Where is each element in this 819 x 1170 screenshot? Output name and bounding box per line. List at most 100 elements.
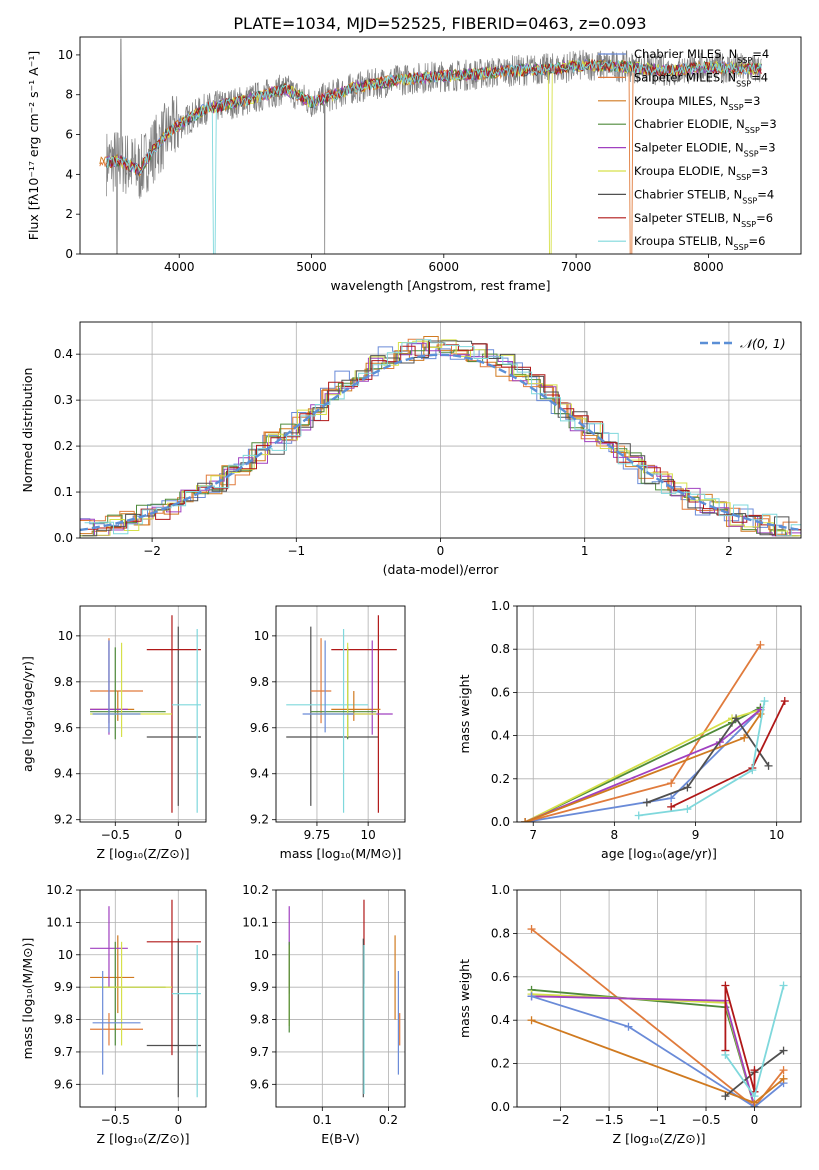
y-tick-label: 0 [65,247,73,261]
y-tick-label: 9.7 [54,1045,73,1059]
x-axis-label: wavelength [Angstrom, rest frame] [330,278,550,293]
y-tick-label: 0.6 [491,970,510,984]
y-tick-label: 9.2 [54,813,73,827]
x-axis-label: mass [log₁₀(M/M⊙)] [280,846,402,861]
weight-marker [779,981,788,990]
weight-line [724,985,756,1093]
plot-area [90,615,201,813]
x-tick-label: 8000 [693,260,724,274]
panel-spectrum: 4000 5000 6000 7000 8000 0 2 4 6 8 10 wavelength [A… [26,36,802,293]
plot-area [80,336,801,537]
x-tick-label: 1 [581,544,589,558]
y-tick-label: 0.0 [54,531,73,545]
weight-marker [750,1066,759,1075]
y-tick-label: 0.8 [491,642,510,656]
y-axis-label: Flux [fλ10⁻¹⁷ erg cm⁻² s⁻¹ A⁻¹] [26,51,41,240]
legend-label: 𝒩(0, 1) [740,336,786,351]
weight-marker [756,640,765,649]
y-axis-label: mass weight [457,674,472,753]
weight-marker [721,981,730,990]
x-tick-label: −0.5 [101,828,130,842]
error-bar-point [146,626,201,806]
y-tick-label: 0.2 [491,772,510,786]
weight-marker [780,697,789,706]
legend-label: Kroupa STELIB, NSSP=6 [634,234,765,252]
weight-marker [642,798,651,807]
plot-area [99,38,762,254]
x-tick-label: 9.75 [304,828,331,842]
y-tick-label: 9.6 [54,721,73,735]
x-tick-label: 0.1 [313,1113,332,1127]
weight-marker [732,714,741,723]
y-tick-label: 0.4 [491,1013,510,1027]
error-bar-point [92,970,141,1075]
x-tick-label: 5000 [296,260,327,274]
plot-frame [79,889,207,1108]
plot-frame [79,321,802,539]
panel-z-weight: −2 −1.5 −1 −0.5 0 0.0 0.2 0.4 0.6 0.8 1.0 Z [log₁₀(… [457,883,802,1146]
x-axis-label: (data-model)/error [383,562,500,577]
error-bar-point [90,647,166,740]
y-tick-label: 9.6 [250,721,269,735]
x-axis-label: age [log₁₀(age/yr)] [601,846,717,861]
weight-marker [683,783,692,792]
legend-label: Salpeter STELIB, NSSP=6 [634,211,773,229]
weight-marker [779,1066,788,1075]
y-tick-label: 10.1 [46,915,73,929]
weight-marker [521,818,530,822]
x-axis-label: Z [log₁₀(Z/Z⊙)] [613,1131,706,1146]
x-axis-label: Z [log₁₀(Z/Z⊙)] [97,846,190,861]
y-tick-label: 0.0 [491,1100,510,1114]
y-tick-label: 9.8 [250,675,269,689]
y-tick-label: 0.2 [54,439,73,453]
x-tick-label: 8 [611,828,619,842]
panel-ebv-mass: 0.1 0.2 9.6 9.7 9.8 9.9 10 10.1 10.2 E(B-V) [242,883,406,1146]
error-bar-point [286,628,369,813]
y-tick-label: 10.1 [242,915,269,929]
plot-frame [275,889,406,1108]
panel-z-mass: −0.5 0 9.6 9.7 9.8 9.9 10 10.1 10.2 Z [log₁₀(Z/Z⊙… [20,883,207,1146]
y-tick-label: 2 [65,207,73,221]
y-tick-label: 10 [254,948,269,962]
x-axis-label: Z [log₁₀(Z/Z⊙)] [97,1131,190,1146]
normal-curve [80,353,801,532]
x-tick-label: 7 [529,828,537,842]
weight-marker [750,1092,759,1101]
y-tick-label: 10.2 [46,883,73,897]
spectrum-legend: Chabrier MILES, NSSP=4 Salpeter MILES, NS… [598,47,777,252]
y-axis-label: mass [log₁₀(M/M⊙)] [20,938,35,1060]
y-tick-label: 10 [58,948,73,962]
x-tick-label: 10 [361,828,376,842]
x-axis-label: E(B-V) [321,1131,360,1146]
x-tick-label: −2 [143,544,161,558]
error-bar-point [171,945,201,1098]
x-tick-label: −1.5 [595,1113,624,1127]
error-bar-point [146,938,201,1098]
x-tick-label: 9 [692,828,700,842]
y-tick-label: 6 [65,128,73,142]
x-tick-label: −0.5 [691,1113,720,1127]
error-bar-point [146,899,201,1056]
y-tick-label: 9.6 [54,1077,73,1091]
weight-marker [527,1016,536,1025]
error-bar-point [92,640,141,733]
y-tick-label: 0.2 [491,1057,510,1071]
y-tick-label: 0.3 [54,393,73,407]
plot-area [288,899,401,1098]
weight-line [530,928,785,1107]
weight-marker [721,1092,730,1101]
x-tick-label: 0 [174,828,182,842]
x-tick-label: 0.2 [379,1113,398,1127]
x-tick-label: 10 [769,828,784,842]
residual-histogram [83,342,801,537]
legend-label: Chabrier MILES, NSSP=4 [634,47,769,65]
y-tick-label: 4 [65,167,73,181]
y-tick-label: 9.8 [54,675,73,689]
y-axis-label: age [log₁₀(age/yr)] [20,656,35,772]
weight-line [638,700,766,817]
error-bar-point [302,640,354,733]
y-axis-label: mass weight [457,959,472,1038]
legend-label: Chabrier ELODIE, NSSP=3 [634,117,777,135]
weight-marker [667,779,676,788]
error-bar-point [171,628,201,813]
